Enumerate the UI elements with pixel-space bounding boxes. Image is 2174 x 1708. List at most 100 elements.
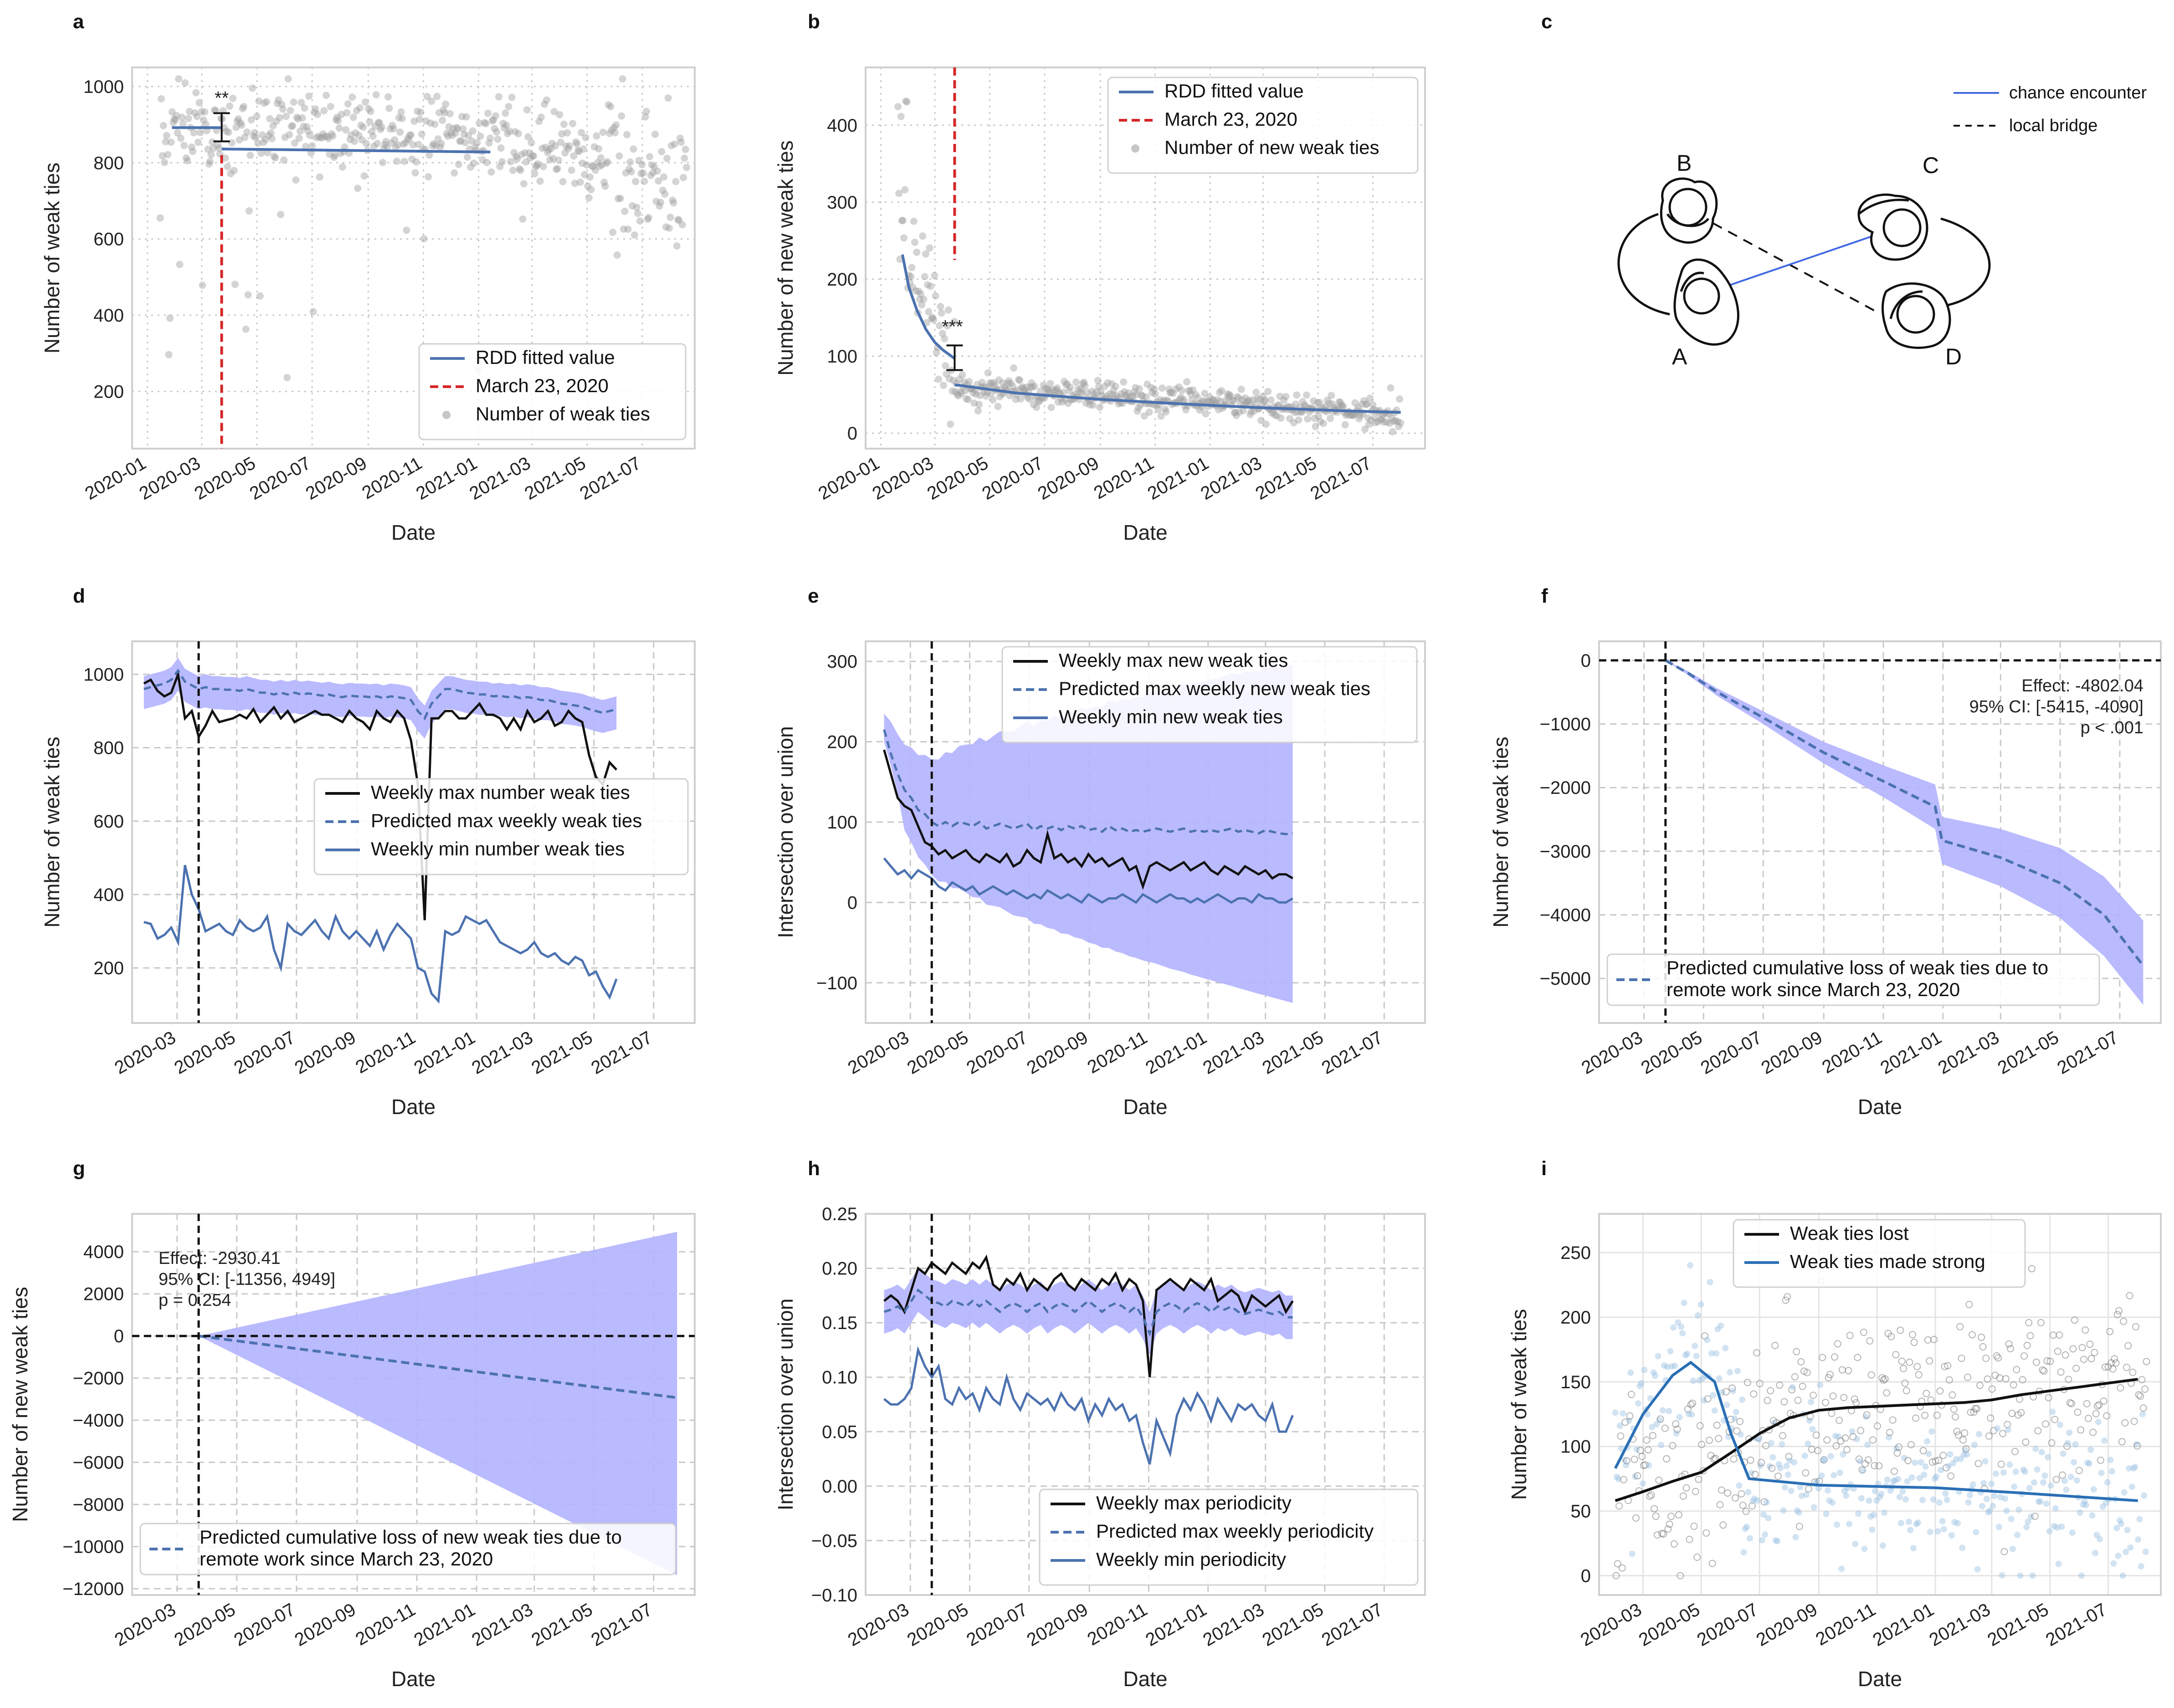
scatter-point [196, 129, 204, 137]
scatter-point-lost [1906, 1358, 1913, 1366]
scatter-point-lost [2022, 1438, 2030, 1446]
scatter-point-strong [1627, 1369, 1634, 1376]
effect-annotation: 95% CI: [-11356, 4949] [159, 1270, 335, 1289]
scatter-point [1224, 390, 1231, 398]
scatter-point-lost [1716, 1501, 1724, 1509]
scatter-point-lost [1995, 1354, 2002, 1362]
scatter-point-strong [1681, 1299, 1687, 1306]
scatter-point-strong [1629, 1550, 1636, 1557]
scatter-point [375, 119, 383, 127]
scatter-point [206, 158, 214, 165]
scatter-point [679, 174, 687, 181]
scatter-point [448, 132, 456, 139]
scatter-point [1169, 389, 1177, 397]
scatter-point-strong [1658, 1442, 1665, 1448]
scatter-point [1078, 389, 1086, 397]
legend-marker [442, 411, 451, 419]
x-tick-label: 2020-11 [1084, 1028, 1151, 1078]
weak-ties-lost-line [1615, 1378, 2138, 1502]
scatter-point-lost [2137, 1392, 2144, 1400]
scatter-point-lost [1907, 1441, 1915, 1448]
scatter-point [451, 169, 458, 177]
scatter-point-strong [1692, 1343, 1698, 1350]
x-tick-label: 2021-01 [1142, 1600, 1210, 1651]
scatter-point [569, 120, 576, 128]
scatter-point [169, 119, 177, 127]
scatter-point-lost [1718, 1486, 1725, 1494]
scatter-point-lost [1921, 1411, 1929, 1419]
scatter-point-strong [2135, 1536, 2142, 1543]
scatter-point [1059, 389, 1067, 396]
scatter-point-lost [1675, 1511, 1682, 1519]
scatter-point-lost [1627, 1391, 1635, 1398]
scatter-point [1081, 382, 1089, 389]
scatter-point [1264, 388, 1272, 395]
scatter-point-strong [1878, 1491, 1885, 1498]
scatter-point-strong [1945, 1463, 1952, 1469]
scatter-point [1186, 387, 1194, 394]
scatter-point-lost [1682, 1484, 1690, 1492]
scatter-point-strong [1959, 1544, 1966, 1551]
scatter-point [1158, 384, 1166, 392]
scatter-point-lost [1634, 1472, 1641, 1480]
scatter-point-strong [1638, 1380, 1645, 1387]
scatter-point [1020, 386, 1027, 394]
scatter-point [229, 95, 237, 102]
scatter-point [565, 142, 573, 150]
scatter-point [1394, 418, 1401, 425]
x-tick-label: 2021-07 [1307, 453, 1375, 504]
scatter-point-lost [1962, 1445, 1970, 1453]
y-axis-label: Intersection over union [774, 1299, 797, 1510]
confidence-band [884, 1268, 1293, 1355]
scatter-point [1104, 379, 1112, 387]
scatter-point-lost [1812, 1431, 1820, 1439]
scatter-point [533, 162, 541, 169]
x-tick-label: 2020-05 [171, 1600, 239, 1651]
scatter-point [411, 169, 419, 177]
scatter-point-lost [1652, 1512, 1660, 1520]
scatter-point [1369, 401, 1377, 409]
scatter-point-strong [2099, 1503, 2106, 1510]
scatter-point-strong [2115, 1552, 2122, 1559]
scatter-point [1380, 418, 1388, 426]
scatter-point [1086, 401, 1094, 409]
scatter-point-lost [1669, 1442, 1677, 1450]
x-tick-label: 2021-03 [1200, 1600, 1267, 1651]
scatter-point-strong [2030, 1479, 2037, 1486]
scatter-point-strong [1729, 1387, 1736, 1394]
scatter-point [995, 376, 1003, 384]
scatter-point-strong [1834, 1521, 1841, 1528]
x-tick-label: 2020-07 [231, 1028, 298, 1079]
scatter-point-lost [1841, 1434, 1849, 1442]
scatter-point [590, 143, 598, 151]
scatter-point-strong [1867, 1513, 1874, 1520]
x-tick-label: 2020-09 [1024, 1600, 1092, 1651]
scatter-point [562, 143, 570, 150]
scatter-point-strong [1856, 1458, 1863, 1465]
scatter-point-lost [1838, 1366, 1846, 1374]
scatter-point-strong [1716, 1375, 1723, 1382]
scatter-point-strong [1979, 1503, 1985, 1509]
scatter-point-strong [1688, 1411, 1695, 1418]
scatter-point [559, 178, 567, 185]
scatter-point [157, 95, 165, 102]
scatter-point [677, 138, 685, 146]
scatter-point [635, 157, 643, 164]
scatter-point [253, 113, 261, 120]
x-tick-label: 2020-11 [1812, 1600, 1879, 1650]
scatter-point-strong [1809, 1426, 1816, 1432]
scatter-point [588, 162, 596, 170]
scatter-point-lost [1945, 1376, 1953, 1384]
scatter-point-lost [1661, 1424, 1669, 1432]
scatter-point-strong [1904, 1478, 1911, 1485]
scatter-point [440, 106, 447, 114]
scatter-point-lost [1967, 1408, 1974, 1416]
scatter-point-strong [1907, 1527, 1914, 1534]
scatter-point-strong [2081, 1498, 2088, 1505]
scatter-point-lost [1875, 1462, 1883, 1470]
scatter-point [1180, 396, 1188, 404]
scatter-point [915, 287, 923, 295]
scatter-point [1316, 399, 1323, 406]
scatter-point-strong [1988, 1480, 1995, 1487]
scatter-point [1089, 401, 1097, 409]
